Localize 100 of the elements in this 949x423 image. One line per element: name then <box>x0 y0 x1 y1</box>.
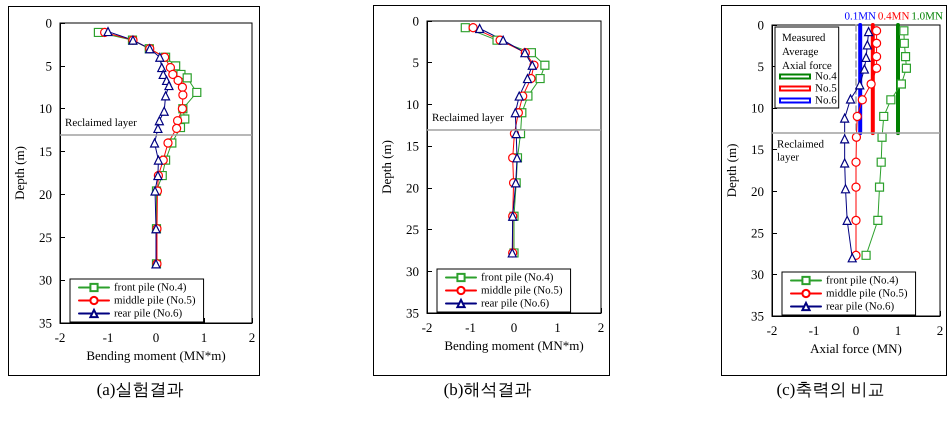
point <box>498 36 508 45</box>
legend-label: front pile (No.4) <box>481 272 554 284</box>
x-tick-label: 0 <box>852 323 860 338</box>
legend-label: middle pile (No.5) <box>114 294 196 306</box>
point <box>840 114 850 123</box>
legend-label: front pile (No.4) <box>826 274 899 286</box>
ref-line-label: Reclaimed layer <box>65 116 138 129</box>
point <box>866 79 876 89</box>
point <box>166 62 175 72</box>
point <box>540 60 550 70</box>
point <box>510 108 520 118</box>
point <box>475 24 484 34</box>
y-tick-label: 35 <box>751 308 764 324</box>
point <box>874 182 884 192</box>
y-tick-label: 20 <box>751 184 764 199</box>
legend-title: Measured Average Axial force <box>782 32 832 72</box>
text: (a)실험결과 <box>96 380 184 399</box>
point <box>852 132 862 142</box>
point <box>886 95 896 104</box>
x-tick-label: -1 <box>102 330 114 345</box>
legend-label: No.6 <box>815 94 838 106</box>
legend-label: rear pile (No.6) <box>481 298 550 310</box>
annotation: 0.4MN <box>878 10 910 22</box>
point <box>158 70 168 80</box>
x-tick-label: 2 <box>248 330 256 345</box>
point <box>842 216 852 225</box>
y-axis-title: Depth (m) <box>12 146 27 200</box>
y-tick-label: 35 <box>39 316 52 330</box>
point <box>173 116 182 126</box>
point <box>851 216 861 225</box>
legend-label: rear pile (No.6) <box>114 308 182 320</box>
y-axis-title: Depth (m) <box>379 140 394 194</box>
point <box>192 88 202 98</box>
text: (c)축력의 비교 <box>776 380 885 399</box>
point <box>172 124 182 134</box>
point <box>178 90 188 100</box>
x-tick-label: -2 <box>766 323 778 338</box>
y-tick-label: 10 <box>751 100 764 116</box>
y-tick-label: 10 <box>406 96 419 112</box>
point <box>899 26 908 36</box>
y-tick-label: 10 <box>39 101 52 116</box>
point <box>879 112 888 122</box>
point <box>155 52 164 62</box>
y-tick-label: 35 <box>406 306 419 320</box>
y-tick-label: 30 <box>39 272 52 288</box>
point <box>900 38 909 48</box>
legend-label: rear pile (No.6) <box>826 300 894 312</box>
point <box>514 91 524 101</box>
point <box>153 124 163 134</box>
point <box>860 64 869 74</box>
x-tick-label: 0 <box>510 320 518 335</box>
y-tick-label: 0 <box>46 16 52 30</box>
y-tick-label: 20 <box>406 180 419 196</box>
y-tick-label: 5 <box>46 58 52 74</box>
point <box>150 138 160 148</box>
y-tick-label: 30 <box>406 264 419 279</box>
point <box>154 156 163 165</box>
y-tick-label: 25 <box>406 222 419 238</box>
legend-label: front pile (No.4) <box>114 282 187 294</box>
point <box>858 95 867 104</box>
legend-label: No.5 <box>815 82 838 94</box>
point <box>902 64 911 73</box>
point <box>840 184 850 194</box>
point <box>872 52 882 62</box>
y-tick-label: 30 <box>751 266 764 282</box>
point <box>182 73 192 82</box>
point <box>103 26 113 36</box>
point <box>876 158 886 167</box>
annotation: 1.0MN <box>911 10 943 22</box>
point <box>861 250 871 260</box>
point <box>178 82 187 92</box>
point <box>848 253 857 262</box>
x-axis-title: Bending moment (MN*m) <box>86 348 226 363</box>
y-tick-label: 20 <box>39 186 52 202</box>
legend-label: middle pile (No.5) <box>826 288 908 300</box>
point <box>873 216 882 225</box>
x-tick-label: 2 <box>598 320 604 335</box>
point <box>846 94 856 104</box>
point <box>154 116 164 126</box>
y-tick-label: 5 <box>412 55 419 70</box>
y-tick-label: 15 <box>751 142 764 158</box>
x-tick-label: -1 <box>465 320 476 335</box>
point <box>900 52 910 62</box>
point <box>851 182 861 192</box>
point <box>161 91 170 100</box>
y-tick-label: 5 <box>758 59 764 74</box>
point <box>872 38 882 48</box>
x-axis-title: Axial force (MN) <box>810 340 902 356</box>
y-axis-title: Depth (m) <box>724 144 739 198</box>
x-tick-label: 1 <box>554 320 561 335</box>
point <box>468 23 478 32</box>
point <box>168 70 178 80</box>
point <box>536 74 545 84</box>
point <box>173 76 183 86</box>
point <box>160 106 169 116</box>
y-tick-label: 25 <box>39 230 52 245</box>
point <box>855 80 864 90</box>
x-tick-label: 1 <box>894 323 902 338</box>
y-tick-label: 0 <box>412 14 419 28</box>
point <box>852 112 862 122</box>
